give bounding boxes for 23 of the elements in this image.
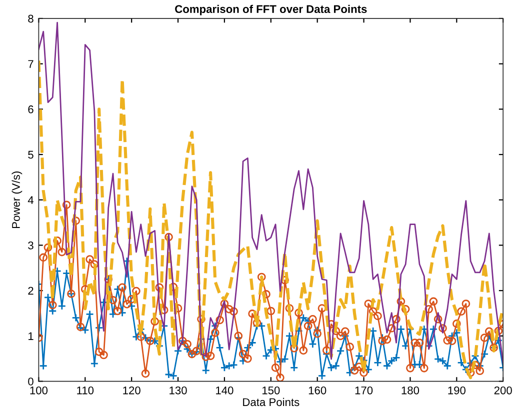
y-tick-label: 5 <box>28 150 34 159</box>
y-tick-label: 0 <box>28 378 34 386</box>
y-tick-label: 1 <box>28 332 34 340</box>
y-axis-title: Power (V/s) <box>12 172 22 228</box>
x-tick-label: 130 <box>170 386 187 394</box>
x-tick-label: 160 <box>308 386 326 394</box>
y-tick-label: 7 <box>28 60 34 68</box>
y-tick-label: 6 <box>28 105 34 114</box>
y-tick-label: 3 <box>28 242 34 250</box>
x-tick-label: 120 <box>123 386 140 394</box>
x-tick-label: 180 <box>402 386 420 394</box>
x-tick-label: 140 <box>216 386 234 394</box>
x-axis-title: Data Points <box>243 398 300 406</box>
x-tick-label: 190 <box>448 386 466 394</box>
x-tick-label: 170 <box>355 386 373 394</box>
x-tick-label: 200 <box>494 386 512 394</box>
x-tick-label: 100 <box>30 386 48 394</box>
y-tick-label: 8 <box>28 14 34 23</box>
y-tick-label: 4 <box>28 196 34 204</box>
x-tick-label: 110 <box>77 386 94 394</box>
y-tick-label: 2 <box>28 286 34 295</box>
chart-title: Comparison of FFT over Data Points <box>175 4 367 16</box>
x-tick-label: 150 <box>262 386 280 394</box>
